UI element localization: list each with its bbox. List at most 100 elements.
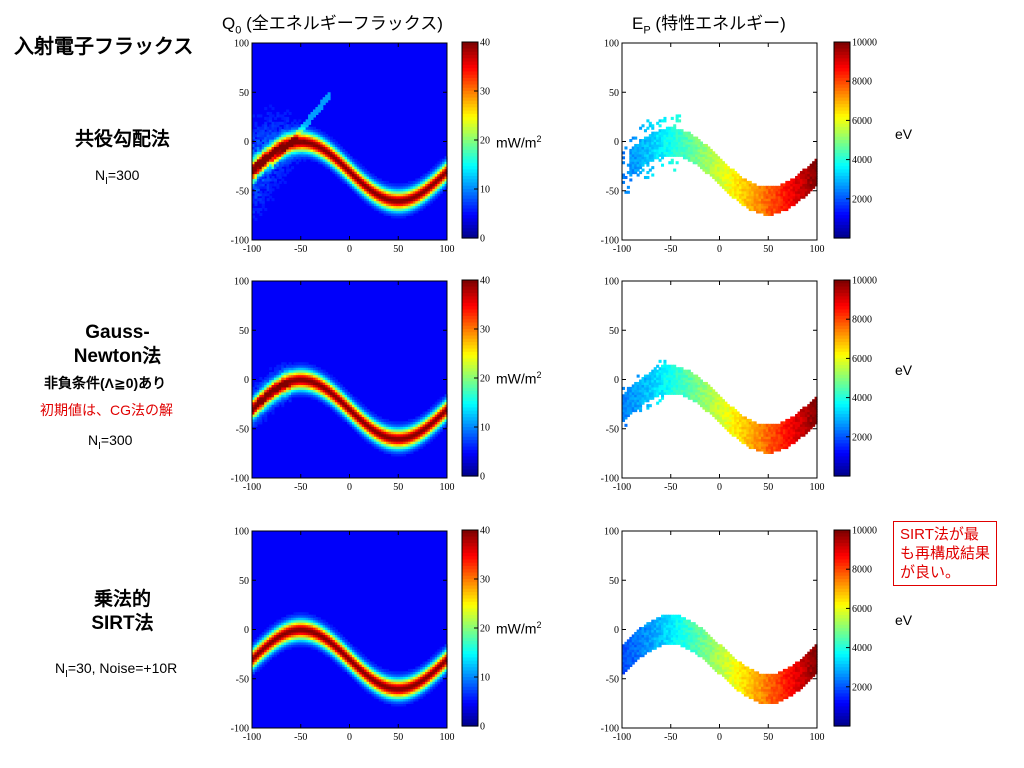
- heatmap-cell: [298, 129, 302, 133]
- heatmap-cell: [295, 634, 299, 638]
- heatmap-cell: [398, 436, 402, 440]
- heatmap-cell: [266, 171, 270, 175]
- heatmap-cell: [259, 636, 263, 640]
- heatmap-cell: [259, 413, 263, 418]
- heatmap-cell: [334, 146, 338, 150]
- heatmap-cell: [408, 207, 412, 212]
- heatmap-cell: [271, 629, 275, 633]
- heatmap-cell: [347, 409, 351, 413]
- heatmap-cell: [325, 391, 329, 395]
- heatmap-cell: [349, 423, 353, 427]
- heatmap-cell: [746, 183, 750, 187]
- heatmap-cell: [782, 423, 786, 427]
- heatmap-cell: [359, 175, 363, 180]
- heatmap-cell: [293, 381, 297, 386]
- heatmap-cell: [393, 433, 397, 437]
- heatmap-cell: [736, 198, 740, 202]
- heatmap-cell: [739, 428, 743, 432]
- heatmap-cell: [378, 433, 382, 437]
- heatmap-cell: [721, 416, 725, 420]
- heatmap-cell: [281, 627, 285, 631]
- heatmap-cell: [364, 185, 368, 189]
- heatmap-cell: [741, 195, 745, 199]
- heatmap-cell: [768, 426, 772, 430]
- heatmap-cell: [721, 178, 725, 182]
- heatmap-cell: [400, 200, 404, 204]
- heatmap-cell: [317, 624, 321, 628]
- heatmap-cell: [425, 173, 429, 177]
- heatmap-cell: [714, 416, 718, 420]
- heatmap-cell: [804, 423, 808, 427]
- heatmap-cell: [286, 139, 290, 143]
- heatmap-cell: [295, 636, 299, 640]
- heatmap-cell: [266, 193, 270, 197]
- heatmap-cell: [661, 153, 665, 157]
- heatmap-cell: [439, 396, 443, 400]
- heatmap-cell: [259, 396, 263, 400]
- heatmap-cell: [790, 431, 794, 435]
- heatmap-cell: [408, 436, 412, 440]
- heatmap-cell: [398, 207, 402, 212]
- heatmap-cell: [646, 379, 650, 383]
- heatmap-cells: [622, 359, 818, 454]
- heatmap-cell: [281, 619, 285, 623]
- heatmap-cell: [709, 153, 713, 157]
- heatmap-cell: [273, 367, 277, 371]
- heatmap-cell: [741, 428, 745, 432]
- heatmap-cell: [741, 418, 745, 422]
- heatmap-cell: [634, 399, 638, 403]
- heatmap-cell: [300, 143, 304, 148]
- heatmap-cell: [753, 195, 757, 199]
- heatmap-cell: [366, 195, 370, 199]
- heatmap-cell: [315, 627, 319, 631]
- heatmap-cell: [386, 431, 390, 435]
- heatmap-cell: [778, 423, 782, 427]
- heatmap-cell: [814, 180, 818, 184]
- heatmap-cell: [259, 212, 263, 216]
- heatmap-cell: [317, 134, 321, 138]
- heatmap-cell: [273, 158, 277, 162]
- heatmap-cell: [278, 129, 282, 133]
- heatmap-cell: [405, 426, 409, 430]
- heatmap-cell: [330, 656, 334, 660]
- heatmap-cell: [670, 374, 674, 378]
- heatmap-cell: [347, 416, 351, 420]
- heatmap-cell: [704, 156, 708, 160]
- heatmap-cell: [305, 614, 309, 618]
- heatmap-cell: [697, 379, 701, 383]
- heatmap-cell: [293, 644, 297, 648]
- heatmap-cell: [673, 146, 677, 150]
- heatmap-cell: [763, 200, 767, 204]
- heatmap-cell: [281, 404, 285, 408]
- heatmap-cell: [814, 183, 818, 187]
- heatmap-cell: [327, 374, 331, 378]
- heatmap-cell: [408, 448, 412, 452]
- heatmap-cell: [356, 399, 360, 403]
- heatmap-cell: [425, 185, 429, 189]
- heatmap-cell: [322, 644, 326, 648]
- heatmap-cell: [412, 443, 416, 447]
- heatmap-cell: [403, 203, 407, 207]
- heatmap-cell: [415, 428, 419, 432]
- heatmap-cell: [298, 629, 302, 633]
- heatmap-cell: [332, 649, 336, 653]
- heatmap-cell: [641, 386, 645, 390]
- heatmap-cell: [298, 612, 302, 616]
- heatmap-cell: [714, 409, 718, 413]
- heatmap-cell: [797, 193, 801, 197]
- heatmap-cell: [305, 156, 309, 160]
- heatmap-cell: [690, 372, 694, 376]
- heatmap-cell: [765, 433, 769, 437]
- heatmap-cell: [256, 185, 260, 189]
- heatmap-cell: [273, 372, 277, 376]
- heatmap-cell: [782, 443, 786, 447]
- heatmap-cell: [359, 193, 363, 197]
- heatmap-cell: [364, 436, 368, 440]
- heatmap-cell: [261, 151, 265, 155]
- heatmap-cell: [758, 200, 762, 204]
- heatmap-cell: [812, 180, 816, 184]
- heatmap-cell: [444, 409, 448, 413]
- heatmap-cell: [412, 198, 416, 202]
- heatmap-cell: [678, 141, 682, 145]
- heatmap-cell: [661, 379, 665, 383]
